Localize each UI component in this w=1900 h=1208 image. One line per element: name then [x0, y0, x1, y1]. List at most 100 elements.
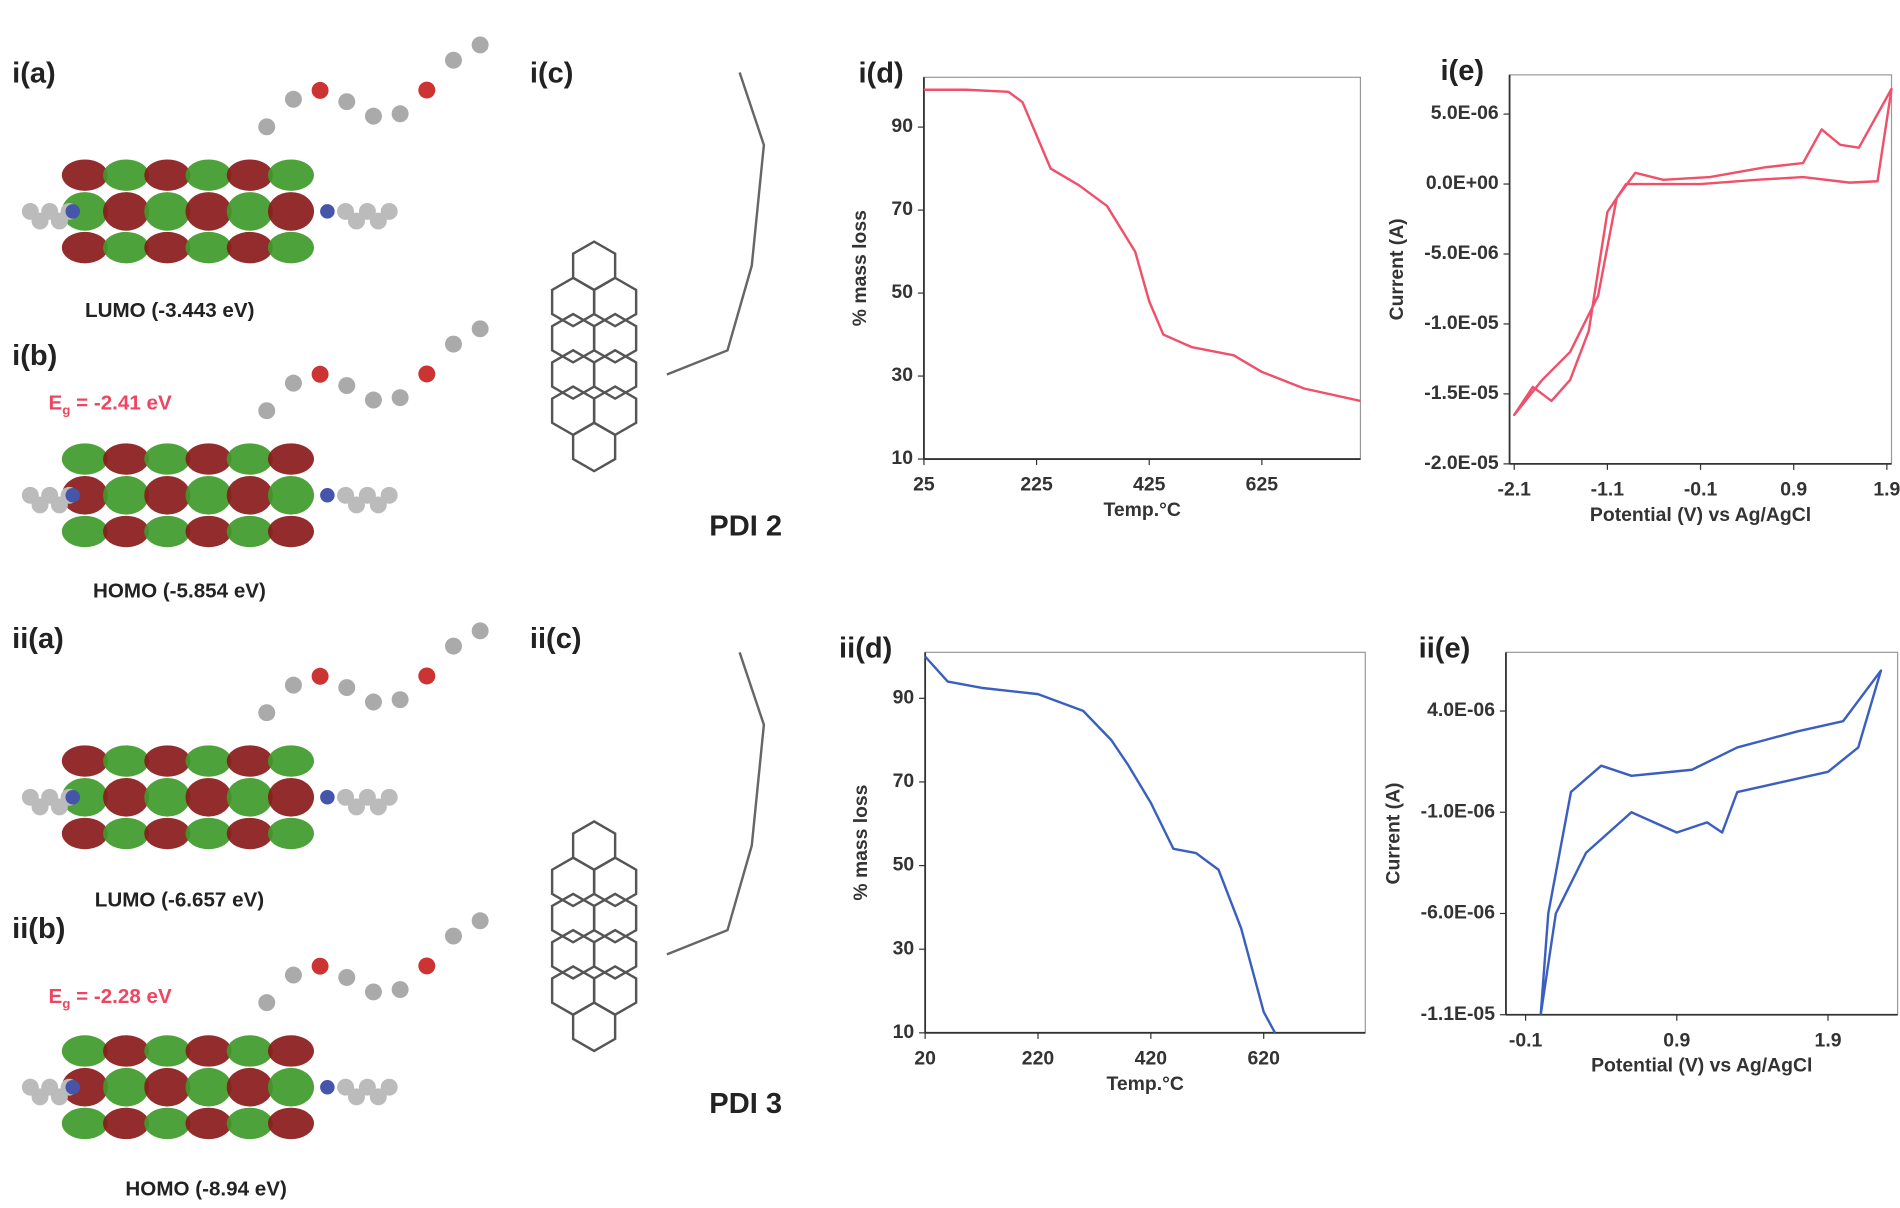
orbital-lobe: [61, 777, 108, 817]
atom: [337, 202, 355, 220]
atom: [380, 1078, 398, 1096]
orbital-lobe: [185, 817, 232, 850]
orbital-lobe: [185, 1035, 232, 1067]
ring: [550, 276, 596, 328]
orbital-lobe: [103, 817, 150, 850]
orbital-lobe: [226, 475, 273, 515]
atom: [311, 365, 329, 383]
orbital-lobe: [103, 475, 150, 515]
y-tick-label: 30: [891, 364, 913, 386]
atom: [320, 204, 335, 219]
atom: [258, 994, 276, 1012]
y-tick-label: 90: [893, 686, 915, 708]
x-tick-label: -2.1: [1498, 479, 1532, 501]
orbital-lobe: [185, 475, 232, 515]
y-tick-label: 50: [893, 854, 915, 876]
atom: [347, 212, 365, 230]
orbital-lobe: [61, 515, 108, 548]
orbital-lobe: [144, 777, 191, 817]
atom: [338, 93, 356, 111]
orbital-lobe: [226, 817, 273, 850]
orbital-lobe: [144, 1067, 191, 1107]
orbital-lobe: [61, 443, 108, 475]
atom: [358, 1078, 376, 1096]
ring: [571, 421, 617, 473]
x-tick-label: 425: [1133, 474, 1166, 496]
y-axis-label: Current (A): [1382, 783, 1404, 885]
orbital-lobe: [226, 443, 273, 475]
atom: [358, 486, 376, 504]
ring: [592, 312, 638, 364]
data-line: [1513, 87, 1893, 417]
ring: [592, 348, 638, 401]
atom: [65, 488, 81, 503]
y-axis-label: % mass loss: [849, 210, 871, 326]
orbital-lobe: [185, 515, 232, 548]
orbital-lobe: [226, 1035, 273, 1067]
atom: [418, 667, 436, 685]
plot-frame: [923, 76, 1362, 460]
x-tick-label: 625: [1246, 474, 1279, 496]
orbital-lobe: [61, 1067, 108, 1107]
chain: [666, 651, 766, 956]
atom: [338, 969, 356, 986]
atom: [380, 788, 398, 806]
orbital-lobe: [226, 231, 273, 264]
atom: [65, 1079, 81, 1095]
atom: [391, 981, 409, 999]
atom: [338, 679, 356, 697]
eg-symbol: E: [49, 392, 63, 415]
atom: [364, 107, 382, 125]
atom: [364, 391, 382, 409]
atom: [347, 798, 365, 816]
orbital-lobe: [185, 745, 232, 777]
atom: [391, 691, 409, 709]
orbital-lobe: [144, 231, 191, 264]
orbital-lobe: [185, 1067, 232, 1107]
atom: [347, 1088, 365, 1106]
atom: [337, 788, 355, 806]
ring: [592, 892, 638, 944]
atom: [284, 374, 302, 392]
y-tick-label: 90: [891, 115, 913, 137]
compound-label: PDI 3: [709, 1088, 782, 1120]
orbital-lobe: [144, 817, 191, 850]
y-tick-label: 50: [891, 281, 913, 303]
x-axis-label: Temp.°C: [1103, 499, 1180, 521]
orbital-lobe: [61, 817, 108, 850]
atom: [65, 790, 81, 805]
orbital-lobe: [267, 745, 315, 777]
atom: [320, 488, 335, 503]
atom: [369, 212, 387, 230]
orbital-lobe: [267, 231, 315, 264]
y-tick-label: 4.0E-06: [1427, 699, 1495, 721]
orbital-lobe: [61, 1107, 108, 1140]
atom: [471, 622, 489, 640]
atom: [471, 912, 489, 930]
chart: ii(d) 10 30 50 70 90 20 220 420 620 Temp.°C % mass …: [839, 633, 1366, 1095]
orbital-lobe: [144, 192, 191, 231]
orbital-lobe: [103, 231, 150, 264]
atom: [284, 966, 302, 984]
y-tick-label: -6.0E-06: [1421, 902, 1496, 924]
panel-label: i(b): [12, 340, 57, 372]
orbital-lobe: [61, 475, 108, 515]
panel-label: ii(d): [839, 633, 892, 665]
orbital-lobe: [103, 745, 150, 777]
orbital-lobe: [103, 515, 150, 548]
atom: [311, 667, 329, 685]
atom: [284, 676, 302, 694]
orbital-lobe: [144, 475, 191, 515]
atom: [444, 335, 462, 353]
orbital-energy: HOMO (-8.94 eV): [125, 1177, 286, 1200]
orbital-lobe: [144, 159, 191, 191]
band-gap: Eg = -2.28 eV: [49, 985, 173, 1010]
x-axis-label: Potential (V) vs Ag/AgCl: [1590, 504, 1811, 526]
orbital-lobe: [226, 1107, 273, 1140]
ring: [550, 928, 596, 980]
x-tick-label: 220: [1022, 1048, 1054, 1070]
x-tick-label: 620: [1248, 1048, 1280, 1070]
orbital-lobe: [267, 443, 315, 475]
y-tick-label: -1.0E-06: [1421, 800, 1496, 822]
orbital-lobe: [103, 1067, 150, 1107]
